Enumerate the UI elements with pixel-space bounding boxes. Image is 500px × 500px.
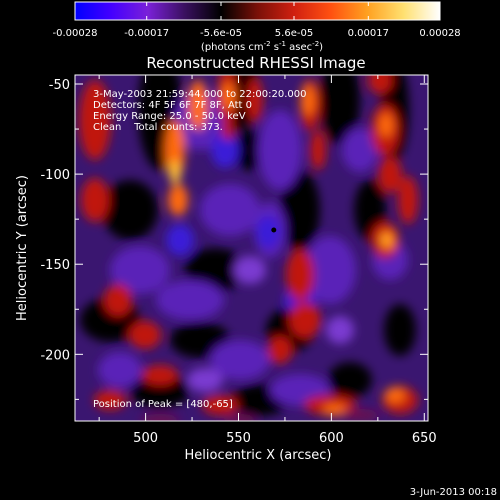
heatmap-blob: [268, 336, 292, 364]
heatmap-blob: [142, 365, 178, 385]
heatmap-blob: [98, 352, 142, 388]
colorbar-tick-label: 0.00028: [419, 28, 460, 39]
info-line-energy: Energy Range: 25.0 - 50.0 keV: [93, 111, 246, 122]
y-axis-label: Heliocentric Y (arcsec): [15, 175, 30, 321]
heatmap-blob: [286, 249, 314, 301]
heatmap-blob: [102, 180, 158, 240]
heatmap-blob: [166, 224, 194, 256]
heatmap-blob: [289, 302, 321, 338]
info-block: 3-May-2003 21:59:44.000 to 22:00:20.000 …: [93, 89, 306, 133]
x-tick-label: 500: [133, 431, 158, 446]
heatmap-blob: [323, 404, 347, 416]
heatmap-blob: [104, 284, 132, 316]
axis-ticks: 500 550 600 650 -50 -100 -150 -200: [40, 75, 437, 446]
heatmap-blob: [156, 280, 224, 320]
info-line-clean: Clean Total counts: 373.: [93, 122, 223, 133]
heatmap-blob: [188, 80, 208, 130]
y-tick-label: -150: [40, 258, 70, 273]
heatmap-blob: [301, 84, 315, 116]
heatmap-blob: [200, 184, 260, 236]
heatmap-blob: [79, 80, 111, 160]
heatmap-blob: [258, 110, 302, 190]
heatmap-blob: [211, 132, 239, 168]
heatmap-blob: [187, 368, 223, 392]
colorbar: -0.00028 -0.00017 -5.6e-05 5.6e-05 0.00017 0.…: [53, 1, 461, 53]
heatmap-blob: [342, 128, 378, 172]
heatmap-blob: [310, 130, 326, 170]
heatmap-blob: [256, 216, 280, 248]
colorbar-tick-label: -0.00017: [124, 28, 169, 39]
heatmap-blob: [129, 321, 161, 349]
colorbar-gradient: [75, 2, 440, 20]
heatmap-blob: [328, 362, 372, 398]
plot-frame: [74, 74, 429, 422]
heatmap-blob: [222, 120, 234, 140]
heatmap-blob: [224, 414, 256, 421]
peak-marker: [271, 227, 277, 233]
y-tick-label: -200: [40, 348, 70, 363]
heatmap-blob: [221, 82, 235, 110]
heatmap-blob: [234, 130, 266, 170]
heatmap-blob: [326, 316, 354, 344]
colorbar-tick-label: -0.00028: [53, 28, 98, 39]
y-tick-label: -100: [40, 168, 70, 183]
peak-position-label: Position of Peak = [480,-65]: [93, 399, 233, 410]
heatmap-blob: [382, 235, 390, 245]
heatmap-blob: [165, 120, 185, 180]
chart-title: Reconstructed RHESSI Image: [146, 54, 365, 72]
x-tick-label: 600: [319, 431, 344, 446]
heatmap-blob: [304, 236, 356, 304]
heatmap-blob: [379, 113, 393, 137]
footer-timestamp: 3-Jun-2013 00:18: [410, 487, 497, 498]
heatmap-blob: [81, 178, 109, 222]
heatmap-blob: [140, 414, 180, 421]
x-tick-label: 650: [412, 431, 437, 446]
y-tick-label: -50: [49, 78, 70, 93]
heatmap-blob: [94, 390, 126, 410]
colorbar-ticks: -0.00028 -0.00017 -5.6e-05 5.6e-05 0.00017 0.…: [53, 2, 461, 39]
heatmap-image: [79, 75, 418, 421]
heatmap-blob: [130, 372, 190, 408]
colorbar-tick-label: -5.6e-05: [200, 28, 242, 39]
heatmap-blob: [169, 160, 181, 184]
heatmap-blob: [340, 409, 380, 421]
colorbar-units: (photons cm-2 s-1 asec-2): [201, 40, 323, 53]
colorbar-tick-label: 0.00017: [348, 28, 389, 39]
colorbar-tick-label: 5.6e-05: [275, 28, 313, 39]
info-line-detectors: Detectors: 4F 5F 6F 7F 8F, Att 0: [93, 100, 252, 111]
heatmap-blob: [385, 387, 405, 403]
heatmap-blob: [247, 78, 263, 122]
heatmap-plot: 500 550 600 650 -50 -100 -150 -200 3-May-2003 2…: [40, 74, 437, 446]
heatmap-blob: [378, 157, 402, 193]
peak-marker-dot: [271, 227, 277, 233]
heatmap-blob: [320, 75, 360, 145]
heatmap-blob: [168, 184, 188, 216]
info-line-time: 3-May-2003 21:59:44.000 to 22:00:20.000: [93, 89, 306, 100]
heatmap-blob: [234, 256, 266, 284]
heatmap-blob: [280, 170, 320, 250]
heatmap-blob: [398, 176, 418, 224]
heatmap-blob: [384, 304, 416, 356]
x-tick-label: 550: [226, 431, 251, 446]
x-axis-label: Heliocentric X (arcsec): [185, 448, 332, 463]
heatmap-blob: [110, 246, 170, 294]
heatmap-blob: [202, 395, 238, 415]
heatmap-blob: [210, 340, 270, 380]
heatmap-blob: [368, 75, 392, 94]
colorbar-frame: [74, 1, 441, 21]
